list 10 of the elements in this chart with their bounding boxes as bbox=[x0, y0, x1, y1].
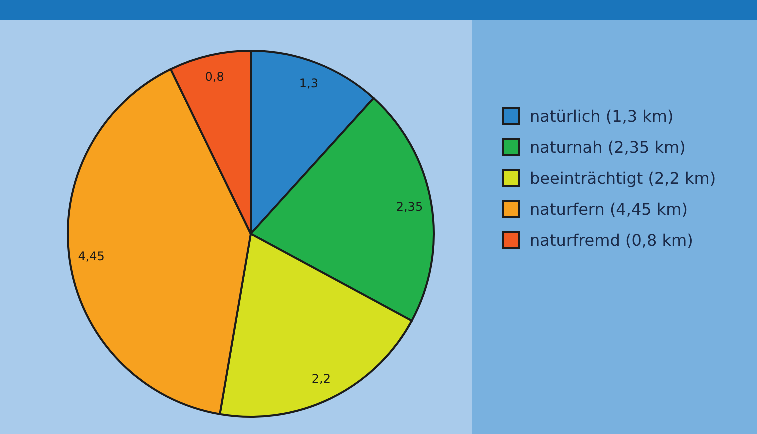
data-label: 1,3 bbox=[299, 76, 318, 91]
data-label: 2,35 bbox=[396, 200, 424, 214]
legend-label: naturnah (2,35 km) bbox=[530, 138, 686, 156]
data-label: 0,8 bbox=[205, 70, 224, 84]
legend-label: naturfern (4,45 km) bbox=[530, 200, 688, 218]
data-label: 2,2 bbox=[312, 372, 332, 386]
legend-label: beeinträchtigt (2,2 km) bbox=[530, 168, 716, 188]
legend-label: natürlich (1,3 km) bbox=[530, 106, 674, 126]
legend-label: naturfremd (0,8 km) bbox=[530, 230, 694, 250]
data-label: 4,45 bbox=[78, 250, 105, 264]
